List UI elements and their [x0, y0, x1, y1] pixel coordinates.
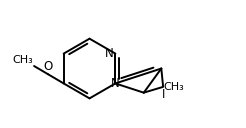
Text: N: N — [105, 47, 114, 60]
Text: I: I — [161, 88, 165, 101]
Text: O: O — [44, 60, 53, 73]
Text: CH₃: CH₃ — [164, 82, 184, 92]
Text: CH₃: CH₃ — [12, 55, 33, 65]
Text: N: N — [111, 77, 120, 90]
